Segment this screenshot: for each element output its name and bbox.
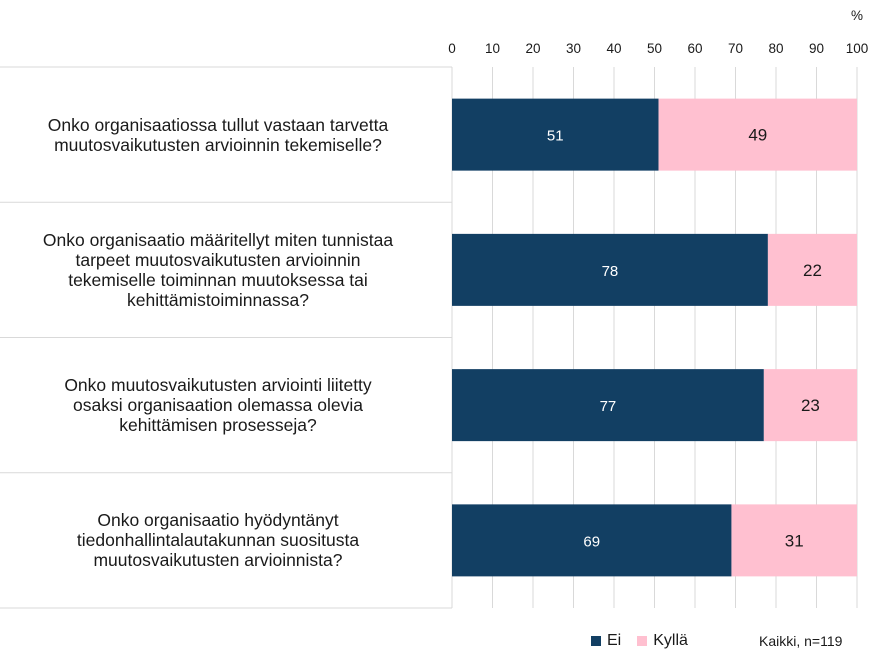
data-label-ei-2: 77 [600,398,617,415]
legend-swatch-ei [591,636,601,646]
data-label-kyll-1: 22 [803,261,822,280]
data-label-ei-1: 78 [602,263,619,280]
x-tick-label-1: 10 [485,41,500,56]
legend: Ei Kyllä [591,632,688,650]
data-label-kyll-2: 23 [801,396,820,415]
data-label-kyll-3: 31 [785,531,804,550]
x-tick-label-10: 100 [846,41,869,56]
x-tick-label-8: 80 [768,41,783,56]
data-label-kyll-0: 49 [748,126,767,145]
bar-ei-0 [452,98,659,171]
legend-label-ei: Ei [607,632,622,649]
x-tick-label-6: 60 [687,41,702,56]
bar-kyll-0 [658,98,857,171]
sample-note: Kaikki, n=119 [759,633,843,649]
bar-kyll-2 [763,369,857,442]
x-tick-label-0: 0 [448,41,456,56]
x-tick-label-3: 30 [566,41,581,56]
x-tick-label-2: 20 [525,41,540,56]
bar-ei-1 [452,233,768,306]
question-label-0: Onko organisaatiossa tullut vastaan tarv… [47,114,389,155]
x-tick-label-9: 90 [809,41,824,56]
legend-item-kylla: Kyllä [637,632,688,650]
bar-kyll-1 [767,233,857,306]
x-tick-label-7: 70 [728,41,743,56]
legend-label-kylla: Kyllä [653,632,688,649]
x-tick-label-5: 50 [647,41,662,56]
bar-ei-2 [452,369,764,442]
bar-kyll-3 [731,504,857,577]
legend-swatch-kylla [637,636,648,646]
data-label-ei-0: 51 [547,128,564,145]
legend-item-ei: Ei [591,632,621,650]
x-tick-label-4: 40 [606,41,621,56]
question-label-2: Onko muutosvaikutusten arviointi liitett… [64,375,372,436]
question-label-3: Onko organisaatio hyödyntänyt tiedonhalli… [76,510,360,571]
data-label-ei-3: 69 [583,533,600,550]
x-axis-unit-label: % [851,8,863,23]
bar-ei-3 [452,504,732,577]
question-label-1: Onko organisaatio määritellyt miten tunn… [42,229,394,310]
